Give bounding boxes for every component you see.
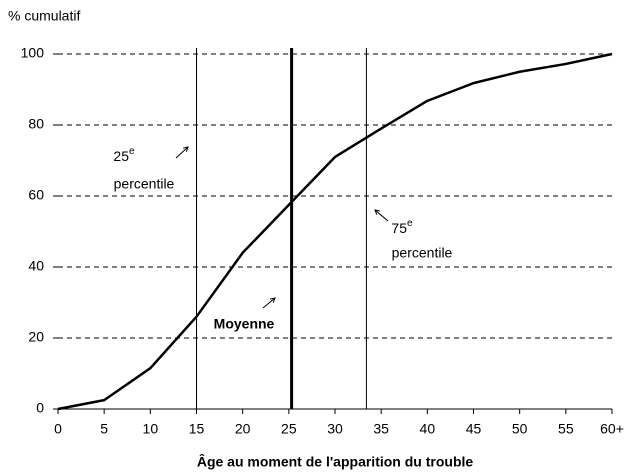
x-tick-label: 35 [373, 421, 389, 437]
arrow-head [374, 209, 380, 215]
x-tick-label: 10 [143, 421, 159, 437]
y-tick-label: 100 [21, 45, 45, 61]
annotation-number-text: 75 [391, 220, 407, 236]
y-tick-label: 0 [36, 400, 44, 416]
annotation-sup: e [129, 146, 135, 157]
x-tick-label: 45 [466, 421, 482, 437]
arrow-head [183, 146, 189, 152]
y-tick-label: 80 [28, 116, 44, 132]
x-tick-label: 0 [54, 421, 62, 437]
x-tick-label: 15 [189, 421, 205, 437]
annotation-text: percentile [392, 245, 453, 261]
y-tick-label: 40 [28, 258, 44, 274]
x-tick-label: 40 [420, 421, 436, 437]
y-axis-label: % cumulatif [8, 8, 80, 24]
line [57, 52, 613, 411]
annotation-number-text: 25 [113, 148, 129, 164]
x-axis-label: Âge au moment de l'apparition du trouble [197, 453, 474, 470]
x-tick-label: 30 [327, 421, 343, 437]
arrow-head [269, 297, 276, 303]
y-tick-label: 20 [28, 329, 44, 345]
annotation-text: percentile [114, 176, 175, 192]
annotation-arrow [262, 297, 276, 309]
annotation-arrow [175, 146, 189, 159]
x-tick-label: 5 [100, 421, 108, 437]
x-tick-label: 55 [558, 421, 574, 437]
x-tick-label: 50 [512, 421, 528, 437]
y-tick-label: 60 [28, 187, 44, 203]
x-tick-label: 20 [235, 421, 251, 437]
annotation-number: 75e [391, 218, 413, 236]
annotation-arrow [374, 209, 389, 222]
annotation-text: Moyenne [214, 316, 275, 332]
x-tick-label: 25 [281, 421, 297, 437]
x-tick-label: 60+ [600, 421, 624, 437]
annotation-number: 25e [113, 146, 135, 164]
annotation-sup: e [407, 218, 413, 229]
